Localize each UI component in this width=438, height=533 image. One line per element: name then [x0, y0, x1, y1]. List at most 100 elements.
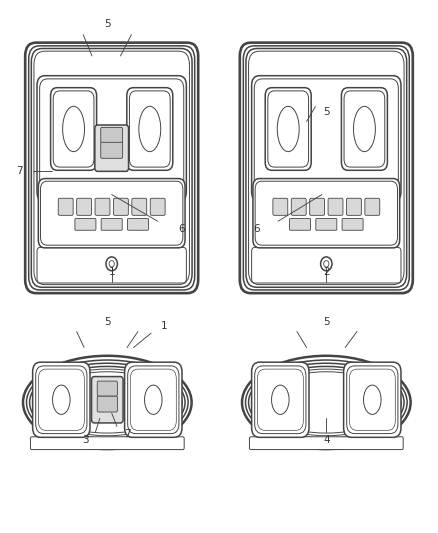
- FancyBboxPatch shape: [346, 198, 361, 215]
- FancyBboxPatch shape: [251, 362, 309, 437]
- FancyBboxPatch shape: [37, 76, 187, 201]
- FancyBboxPatch shape: [344, 91, 385, 167]
- FancyBboxPatch shape: [253, 179, 399, 248]
- Ellipse shape: [27, 360, 188, 445]
- FancyBboxPatch shape: [150, 198, 165, 215]
- FancyBboxPatch shape: [127, 219, 148, 230]
- FancyBboxPatch shape: [34, 51, 189, 285]
- FancyBboxPatch shape: [127, 87, 173, 170]
- FancyBboxPatch shape: [101, 219, 122, 230]
- Ellipse shape: [353, 106, 375, 151]
- FancyBboxPatch shape: [291, 198, 306, 215]
- FancyBboxPatch shape: [328, 198, 343, 215]
- FancyBboxPatch shape: [101, 141, 123, 158]
- FancyBboxPatch shape: [249, 51, 404, 285]
- Text: 1: 1: [108, 267, 115, 277]
- FancyBboxPatch shape: [251, 247, 401, 283]
- FancyBboxPatch shape: [128, 366, 179, 434]
- FancyBboxPatch shape: [273, 198, 288, 215]
- Circle shape: [109, 261, 114, 267]
- FancyBboxPatch shape: [132, 198, 147, 215]
- Ellipse shape: [63, 106, 85, 151]
- Ellipse shape: [254, 369, 399, 436]
- Ellipse shape: [139, 106, 161, 151]
- Ellipse shape: [145, 385, 162, 415]
- Circle shape: [321, 257, 332, 271]
- FancyBboxPatch shape: [77, 198, 92, 215]
- FancyBboxPatch shape: [41, 181, 183, 245]
- FancyBboxPatch shape: [246, 49, 406, 287]
- Ellipse shape: [23, 356, 192, 449]
- Ellipse shape: [35, 369, 180, 436]
- FancyBboxPatch shape: [75, 219, 96, 230]
- Text: 6: 6: [178, 224, 185, 234]
- FancyBboxPatch shape: [97, 396, 117, 412]
- Ellipse shape: [251, 367, 401, 438]
- FancyBboxPatch shape: [29, 46, 194, 290]
- FancyBboxPatch shape: [346, 366, 398, 434]
- FancyBboxPatch shape: [350, 369, 395, 431]
- Text: 7: 7: [124, 430, 131, 439]
- FancyBboxPatch shape: [33, 362, 90, 437]
- Ellipse shape: [53, 385, 70, 415]
- FancyBboxPatch shape: [95, 198, 110, 215]
- Ellipse shape: [245, 360, 407, 445]
- Ellipse shape: [364, 385, 381, 415]
- FancyBboxPatch shape: [343, 362, 401, 437]
- Text: 3: 3: [82, 435, 89, 445]
- FancyBboxPatch shape: [251, 76, 401, 201]
- FancyBboxPatch shape: [290, 219, 311, 230]
- Ellipse shape: [30, 364, 185, 441]
- Ellipse shape: [249, 364, 404, 441]
- Text: 5: 5: [104, 318, 111, 327]
- FancyBboxPatch shape: [101, 127, 123, 142]
- FancyBboxPatch shape: [124, 362, 182, 437]
- Ellipse shape: [257, 372, 396, 433]
- Text: 5: 5: [104, 19, 111, 29]
- FancyBboxPatch shape: [97, 381, 117, 396]
- Circle shape: [324, 261, 329, 267]
- FancyBboxPatch shape: [32, 49, 192, 287]
- FancyBboxPatch shape: [39, 179, 185, 248]
- FancyBboxPatch shape: [265, 87, 311, 170]
- Text: 5: 5: [323, 107, 330, 117]
- FancyBboxPatch shape: [316, 219, 337, 230]
- FancyBboxPatch shape: [25, 43, 198, 293]
- Text: 4: 4: [323, 435, 330, 445]
- Ellipse shape: [32, 367, 182, 438]
- FancyBboxPatch shape: [244, 46, 409, 290]
- FancyBboxPatch shape: [58, 198, 73, 215]
- FancyBboxPatch shape: [113, 198, 128, 215]
- FancyBboxPatch shape: [342, 87, 387, 170]
- FancyBboxPatch shape: [95, 125, 129, 171]
- Ellipse shape: [242, 356, 411, 449]
- Ellipse shape: [272, 385, 289, 415]
- FancyBboxPatch shape: [36, 366, 87, 434]
- FancyBboxPatch shape: [268, 91, 308, 167]
- Text: 5: 5: [323, 318, 330, 327]
- FancyBboxPatch shape: [257, 369, 303, 431]
- FancyBboxPatch shape: [342, 219, 363, 230]
- Text: 6: 6: [253, 224, 260, 234]
- FancyBboxPatch shape: [255, 181, 398, 245]
- FancyBboxPatch shape: [254, 79, 399, 198]
- FancyBboxPatch shape: [240, 43, 413, 293]
- FancyBboxPatch shape: [92, 376, 123, 423]
- FancyBboxPatch shape: [365, 198, 380, 215]
- FancyBboxPatch shape: [51, 87, 96, 170]
- FancyBboxPatch shape: [30, 437, 184, 450]
- FancyBboxPatch shape: [39, 369, 84, 431]
- FancyBboxPatch shape: [130, 91, 170, 167]
- Circle shape: [106, 257, 117, 271]
- Text: 7: 7: [16, 166, 23, 175]
- FancyBboxPatch shape: [250, 437, 403, 450]
- FancyBboxPatch shape: [37, 247, 187, 283]
- Ellipse shape: [277, 106, 299, 151]
- FancyBboxPatch shape: [131, 369, 176, 431]
- Text: 2: 2: [323, 267, 330, 277]
- FancyBboxPatch shape: [53, 91, 94, 167]
- Ellipse shape: [38, 372, 177, 433]
- FancyBboxPatch shape: [310, 198, 325, 215]
- Text: 1: 1: [161, 321, 168, 331]
- FancyBboxPatch shape: [39, 79, 184, 198]
